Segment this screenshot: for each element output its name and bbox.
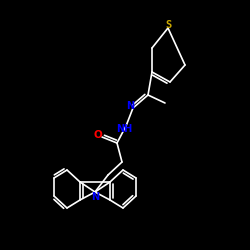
- Text: O: O: [94, 130, 102, 140]
- Text: N: N: [91, 192, 99, 202]
- Text: NH: NH: [116, 124, 132, 134]
- Text: N: N: [126, 101, 134, 111]
- Text: S: S: [165, 20, 171, 30]
